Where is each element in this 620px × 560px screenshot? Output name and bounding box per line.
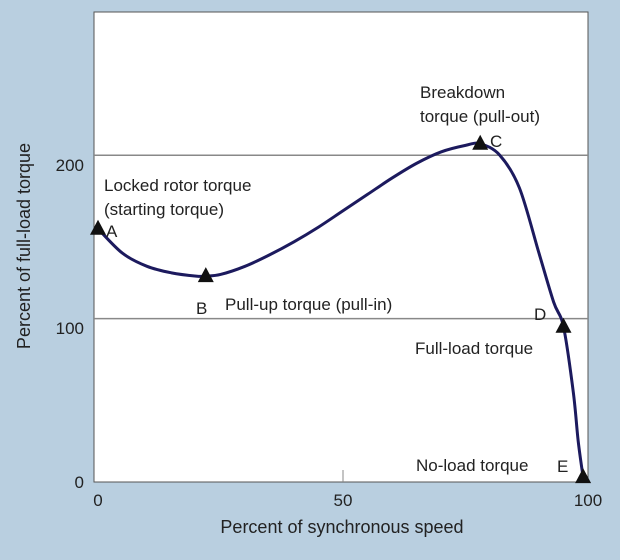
- annotation-no-load: No-load torque: [416, 456, 528, 475]
- torque-curve-line-0: [96, 141, 585, 478]
- point-label-b: B: [196, 299, 207, 318]
- marker-point-b: [197, 267, 214, 283]
- annotation-breakdown-line1: Breakdown: [420, 83, 505, 102]
- y-tick-label-0: 0: [75, 473, 84, 492]
- point-markers: [90, 134, 592, 484]
- x-axis-title: Percent of synchronous speed: [220, 517, 463, 537]
- plot-area: [93, 11, 589, 483]
- gridlines: [94, 154, 588, 320]
- x-tick-label-100: 100: [574, 491, 602, 510]
- point-label-c: C: [490, 132, 502, 151]
- y-axis-title: Percent of full-load torque: [14, 143, 34, 349]
- point-label-e: E: [557, 457, 568, 476]
- point-label-a: A: [106, 222, 118, 241]
- annotation-full-load: Full-load torque: [415, 339, 533, 358]
- curve-layer: [96, 141, 585, 478]
- marker-point-c: [472, 134, 489, 150]
- marker-point-e: [575, 468, 592, 484]
- marker-point-d: [555, 317, 572, 333]
- annotation-locked-rotor-line1: Locked rotor torque: [104, 176, 251, 195]
- x-tick-label-0: 0: [93, 491, 102, 510]
- x-tick-label-50: 50: [334, 491, 353, 510]
- annotation-locked-rotor-line2: (starting torque): [104, 200, 224, 219]
- y-tick-label-100: 100: [56, 319, 84, 338]
- annotation-pull-up: Pull-up torque (pull-in): [225, 295, 392, 314]
- y-tick-label-200: 200: [56, 156, 84, 175]
- marker-point-a: [90, 219, 106, 235]
- point-label-d: D: [534, 305, 546, 324]
- annotation-breakdown-line2: torque (pull-out): [420, 107, 540, 126]
